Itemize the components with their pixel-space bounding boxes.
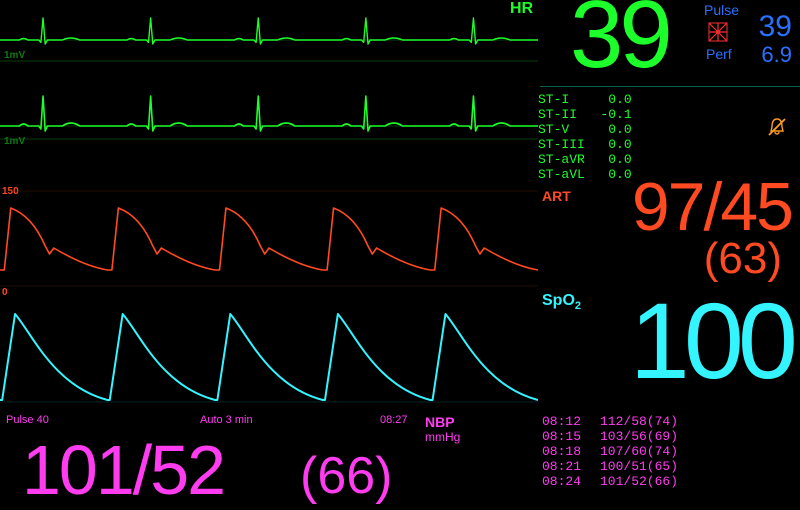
- nbp-history-row: 08:18107/60(74): [542, 444, 678, 459]
- spo2-value: 100: [630, 278, 792, 403]
- nbp-label: NBP: [425, 414, 455, 430]
- nbp-history-row: 08:15103/56(69): [542, 429, 678, 444]
- nbp-history-row: 08:21100/51(65): [542, 459, 678, 474]
- nbp-mode-text: Auto 3 min: [200, 414, 253, 426]
- art-scale-low: 0: [2, 287, 8, 298]
- alarm-off-icon: [766, 116, 788, 138]
- art-mean-value: (63): [704, 234, 782, 284]
- st-row: ST-V 0.0: [538, 122, 632, 137]
- art-label: ART: [542, 188, 571, 204]
- st-row: ST-aVL 0.0: [538, 167, 632, 182]
- divider: [540, 86, 800, 87]
- pulse-panel: Pulse 39 Perf 6.9: [704, 2, 794, 18]
- nbp-value: 101/52: [22, 430, 224, 510]
- st-row: ST-II -0.1: [538, 107, 632, 122]
- art-waveform: [0, 190, 540, 288]
- ecg2-scale-label: 1mV: [4, 136, 25, 147]
- st-segment-table: ST-I 0.0ST-II -0.1ST-V 0.0ST-III 0.0ST-a…: [538, 92, 632, 182]
- pulse-indicator-icon: [706, 20, 730, 44]
- pulse-value: 39: [759, 10, 792, 44]
- spo2-label: SpO2: [542, 292, 581, 312]
- st-row: ST-I 0.0: [538, 92, 632, 107]
- nbp-history-table: 08:12112/58(74)08:15103/56(69)08:18107/6…: [542, 414, 678, 489]
- nbp-history-row: 08:24101/52(66): [542, 474, 678, 489]
- nbp-pulse-text: Pulse 40: [6, 414, 49, 426]
- nbp-mean-value: (66): [300, 446, 392, 506]
- hr-label: HR: [510, 0, 533, 18]
- perf-value: 6.9: [761, 42, 792, 68]
- ecg-lead1-waveform: [0, 8, 540, 63]
- spo2-waveform: [0, 300, 540, 410]
- st-row: ST-aVR 0.0: [538, 152, 632, 167]
- hr-value: 39: [570, 0, 669, 90]
- st-row: ST-III 0.0: [538, 137, 632, 152]
- nbp-unit: mmHg: [425, 430, 460, 444]
- nbp-history-row: 08:12112/58(74): [542, 414, 678, 429]
- nbp-time-text: 08:27: [380, 414, 408, 426]
- ecg-lead2-waveform: [0, 86, 540, 141]
- ecg1-scale-label: 1mV: [4, 50, 25, 61]
- perf-label: Perf: [706, 46, 732, 62]
